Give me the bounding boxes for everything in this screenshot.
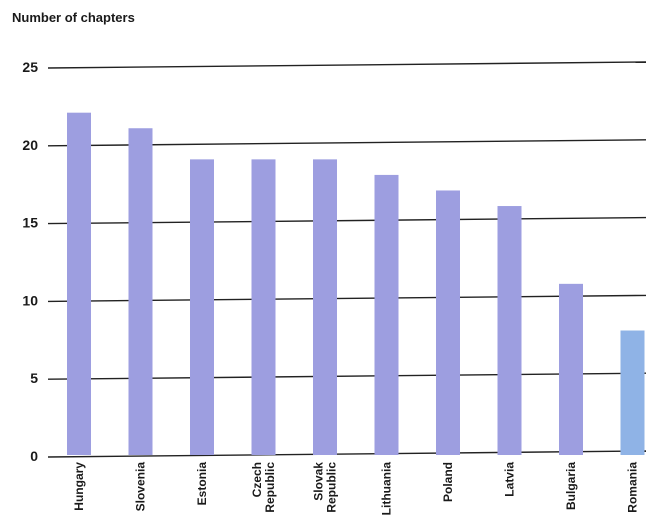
y-axis-label: Number of chapters (12, 10, 135, 25)
y-tick-label: 0 (30, 448, 38, 464)
x-category-label: Estonia (195, 462, 209, 506)
bar (251, 159, 276, 456)
x-category-label: Poland (441, 462, 455, 502)
bar (313, 159, 337, 456)
bar (374, 174, 399, 456)
x-category-label: Lithuania (380, 462, 394, 516)
bar (190, 159, 214, 456)
y-tick-label: 25 (22, 59, 38, 75)
bar (128, 128, 153, 456)
bar (497, 206, 522, 455)
bar (436, 190, 460, 456)
bar (67, 112, 91, 456)
y-tick-label: 15 (22, 215, 38, 231)
gridline (47, 61, 646, 69)
y-tick-label: 10 (22, 292, 38, 308)
x-category-label: CzechRepublic (250, 462, 277, 513)
y-tick-labels: 0 5 10 15 20 25 (22, 59, 38, 464)
x-category-label: Latvia (503, 462, 517, 497)
x-category-labels: Hungary Slovenia Estonia CzechRepublic Slova… (72, 462, 640, 516)
x-category-label: SlovakRepublic (312, 462, 339, 513)
x-category-label: Hungary (72, 462, 86, 511)
x-category-label: Slovenia (134, 462, 148, 512)
y-tick-label: 20 (22, 137, 38, 153)
x-category-label: Romania (626, 462, 640, 513)
gridline (47, 450, 646, 458)
bar (620, 330, 645, 455)
x-category-label: Bulgaria (564, 462, 578, 510)
bars (67, 112, 645, 456)
y-tick-label: 5 (30, 370, 38, 386)
bar (559, 283, 583, 455)
